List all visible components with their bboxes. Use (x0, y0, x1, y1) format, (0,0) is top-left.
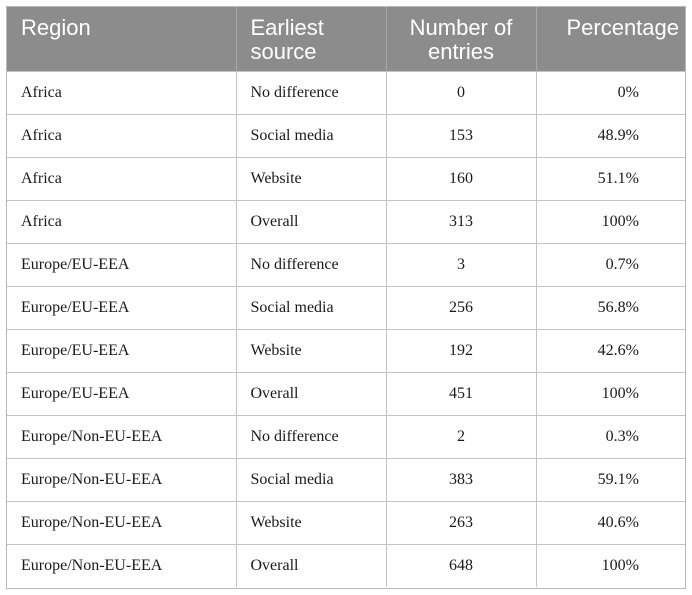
cell-earliest-source: No difference (236, 414, 387, 458)
cell-number-of-entries: 0 (386, 70, 537, 114)
cell-percentage: 100% (536, 543, 685, 587)
table-row: Africa No difference 0 0% (7, 70, 685, 114)
cell-number-of-entries: 256 (386, 285, 537, 329)
header-row: Region Earliest source Number of entries… (7, 7, 685, 71)
header-number-of-entries: Number of entries (386, 7, 537, 71)
cell-earliest-source: Social media (236, 457, 387, 501)
cell-percentage: 40.6% (536, 500, 685, 544)
table-row: Africa Website 160 51.1% (7, 156, 685, 200)
header-region: Region (7, 7, 237, 71)
data-table-container: Region Earliest source Number of entries… (6, 6, 686, 589)
cell-number-of-entries: 263 (386, 500, 537, 544)
cell-earliest-source: Website (236, 156, 387, 200)
cell-percentage: 56.8% (536, 285, 685, 329)
cell-earliest-source: No difference (236, 70, 387, 114)
cell-percentage: 59.1% (536, 457, 685, 501)
cell-number-of-entries: 153 (386, 113, 537, 157)
cell-percentage: 0.7% (536, 242, 685, 286)
cell-number-of-entries: 160 (386, 156, 537, 200)
cell-percentage: 100% (536, 199, 685, 243)
table-body: Africa No difference 0 0% Africa Social media… (7, 70, 685, 587)
header-earliest-source: Earliest source (236, 7, 387, 71)
table-row: Europe/EU-EEA Social media 256 56.8% (7, 285, 685, 329)
cell-region: Africa (7, 156, 237, 200)
cell-number-of-entries: 648 (386, 543, 537, 587)
table-row: Europe/Non-EU-EEA Overall 648 100% (7, 543, 685, 587)
cell-earliest-source: Overall (236, 199, 387, 243)
cell-number-of-entries: 451 (386, 371, 537, 415)
table-row: Africa Overall 313 100% (7, 199, 685, 243)
cell-number-of-entries: 313 (386, 199, 537, 243)
cell-percentage: 48.9% (536, 113, 685, 157)
cell-percentage: 51.1% (536, 156, 685, 200)
cell-earliest-source: Overall (236, 371, 387, 415)
cell-percentage: 0% (536, 70, 685, 114)
data-table: Region Earliest source Number of entries… (7, 7, 685, 587)
header-percentage: Percentage (536, 7, 685, 71)
cell-region: Africa (7, 113, 237, 157)
cell-region: Europe/EU-EEA (7, 242, 237, 286)
cell-number-of-entries: 383 (386, 457, 537, 501)
table-row: Europe/Non-EU-EEA Website 263 40.6% (7, 500, 685, 544)
cell-region: Europe/EU-EEA (7, 285, 237, 329)
table-row: Africa Social media 153 48.9% (7, 113, 685, 157)
table-header: Region Earliest source Number of entries… (7, 7, 685, 71)
cell-region: Europe/Non-EU-EEA (7, 414, 237, 458)
cell-percentage: 42.6% (536, 328, 685, 372)
table-row: Europe/Non-EU-EEA No difference 2 0.3% (7, 414, 685, 458)
table-row: Europe/EU-EEA Overall 451 100% (7, 371, 685, 415)
table-row: Europe/EU-EEA Website 192 42.6% (7, 328, 685, 372)
cell-earliest-source: No difference (236, 242, 387, 286)
cell-region: Europe/EU-EEA (7, 328, 237, 372)
cell-number-of-entries: 3 (386, 242, 537, 286)
cell-percentage: 0.3% (536, 414, 685, 458)
cell-earliest-source: Overall (236, 543, 387, 587)
table-row: Europe/EU-EEA No difference 3 0.7% (7, 242, 685, 286)
cell-region: Africa (7, 70, 237, 114)
cell-earliest-source: Website (236, 328, 387, 372)
cell-region: Europe/EU-EEA (7, 371, 237, 415)
cell-region: Africa (7, 199, 237, 243)
cell-number-of-entries: 192 (386, 328, 537, 372)
cell-number-of-entries: 2 (386, 414, 537, 458)
cell-earliest-source: Website (236, 500, 387, 544)
cell-earliest-source: Social media (236, 285, 387, 329)
cell-percentage: 100% (536, 371, 685, 415)
table-row: Europe/Non-EU-EEA Social media 383 59.1% (7, 457, 685, 501)
cell-earliest-source: Social media (236, 113, 387, 157)
cell-region: Europe/Non-EU-EEA (7, 500, 237, 544)
cell-region: Europe/Non-EU-EEA (7, 457, 237, 501)
cell-region: Europe/Non-EU-EEA (7, 543, 237, 587)
